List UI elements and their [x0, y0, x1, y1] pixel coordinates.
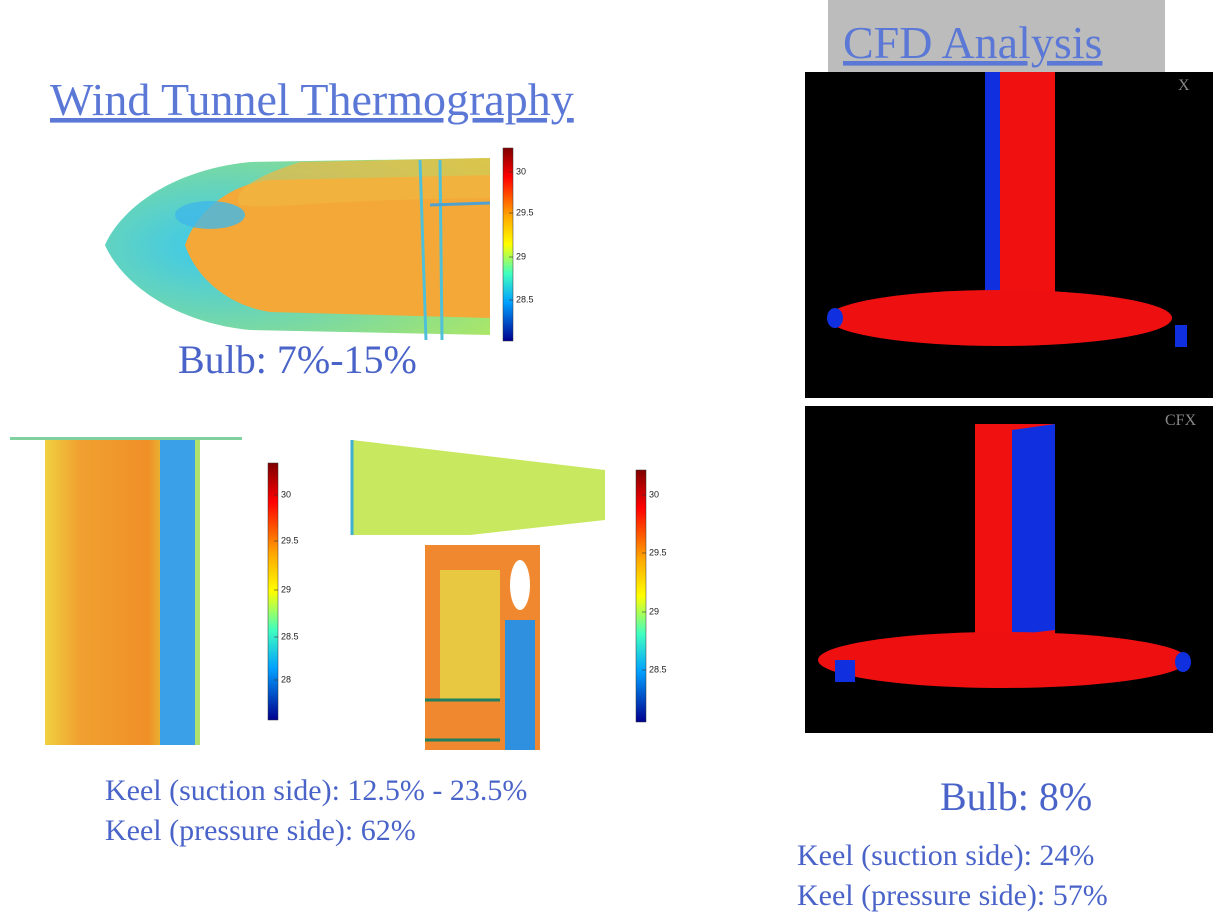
colorbar: [636, 470, 646, 722]
cfd-image: CFX: [805, 406, 1213, 733]
colorbar-label: 28.5: [516, 294, 534, 304]
logo: X: [1178, 77, 1190, 94]
caption: Bulb: 8%: [940, 774, 1092, 819]
caption: Keel (pressure side): 62%: [105, 814, 416, 847]
caption: Bulb: 7%-15%: [178, 337, 417, 382]
colorbar-label: 29: [649, 606, 659, 616]
colorbar-label: 28.5: [281, 631, 299, 641]
caption: Keel (suction side): 24%: [797, 839, 1094, 872]
colorbar-label: 29.5: [281, 535, 299, 545]
cfd-image: X: [805, 72, 1213, 398]
colorbar-label: 28.5: [649, 664, 667, 674]
colorbar-label: 28: [281, 674, 291, 684]
keel-suction-thermography: [10, 437, 242, 745]
colorbar-label: 30: [281, 489, 291, 499]
colorbar-label: 29.5: [649, 547, 667, 557]
slide: Wind Tunnel Thermography 30 29.5 29 28.5 Bu…: [0, 0, 1221, 917]
section-title: Wind Tunnel Thermography: [50, 74, 574, 125]
colorbar: [268, 463, 278, 720]
colorbar-label: 30: [649, 489, 659, 499]
colorbar-label: 29: [281, 584, 291, 594]
colorbar-label: 29: [516, 251, 526, 261]
colorbar: [503, 148, 513, 341]
logo: CFX: [1165, 412, 1197, 429]
colorbar-label: 29.5: [516, 207, 534, 217]
bulb-thermography: [105, 158, 490, 340]
colorbar-label: 30: [516, 166, 526, 176]
section-title: CFD Analysis: [843, 17, 1102, 68]
caption: Keel (suction side): 12.5% - 23.5%: [105, 774, 527, 807]
keel-pressure-thermography: [352, 440, 605, 750]
caption: Keel (pressure side): 57%: [797, 879, 1108, 912]
